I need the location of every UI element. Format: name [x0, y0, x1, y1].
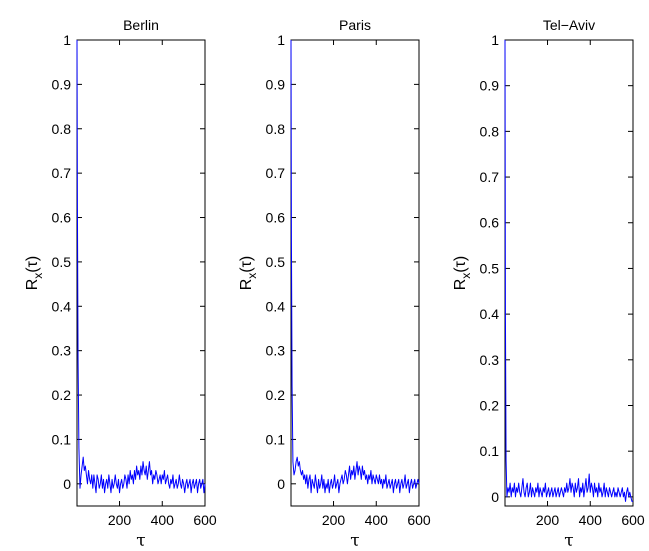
subplot-berlin: 0 0.1 0.2 0.3 0.4 0.5 0.6 0.7 0.8 0.9 1 200 400 600 Be…: [24, 17, 217, 551]
y-axis-label-tel-aviv: Rx(τ): [452, 256, 473, 291]
x-axis-label-berlin: τ: [136, 531, 145, 551]
y-tick-label-tel-aviv: 0.8: [480, 123, 500, 139]
y-axis-label-arg: (τ): [238, 256, 255, 273]
y-tick-label-tel-aviv: 0.4: [480, 306, 500, 322]
x-tick-label-tel-aviv: 600: [621, 512, 645, 528]
y-axis-label-sub: x: [459, 273, 473, 279]
chart-title-paris: Paris: [339, 17, 371, 33]
y-tick-label-paris: 0.4: [266, 298, 286, 314]
y-tick-label-paris: 1: [277, 32, 285, 48]
y-tick-label-berlin: 0.9: [52, 76, 72, 92]
y-tick-label-berlin: 0.8: [52, 121, 72, 137]
y-axis-label-sub: x: [245, 273, 259, 279]
y-tick-label-paris: 0.9: [266, 76, 286, 92]
chart-title-tel-aviv: Tel−Aviv: [543, 17, 595, 33]
y-tick-label-berlin: 0.1: [52, 431, 72, 447]
y-axis-label-sub: x: [31, 273, 45, 279]
y-tick-label-berlin: 0.3: [52, 343, 72, 359]
y-tick-label-tel-aviv: 0.6: [480, 215, 500, 231]
chart-title-berlin: Berlin: [123, 17, 159, 33]
y-axis-label-arg: (τ): [452, 256, 469, 273]
subplot-tel-aviv: 0 0.1 0.2 0.3 0.4 0.5 0.6 0.7 0.8 0.9 1 200 400 600 Te…: [452, 17, 645, 551]
y-tick-label-paris: 0.8: [266, 121, 286, 137]
y-tick-label-berlin: 0.4: [52, 298, 72, 314]
y-tick-label-berlin: 0: [63, 476, 71, 492]
axes-frame-berlin: [76, 39, 206, 507]
x-tick-label-tel-aviv: 400: [579, 512, 603, 528]
y-tick-label-paris: 0.2: [266, 387, 286, 403]
y-tick-label-paris: 0.3: [266, 343, 286, 359]
y-tick-label-berlin: 0.7: [52, 165, 72, 181]
x-tick-label-paris: 600: [407, 512, 431, 528]
y-tick-label-berlin: 0.5: [52, 254, 72, 270]
y-tick-label-berlin: 1: [63, 32, 71, 48]
subplot-paris: 0 0.1 0.2 0.3 0.4 0.5 0.6 0.7 0.8 0.9 1 200 400 600 Pa…: [238, 17, 431, 551]
y-axis-label-berlin: Rx(τ): [24, 256, 45, 291]
y-tick-label-tel-aviv: 0.7: [480, 169, 500, 185]
y-tick-label-berlin: 0.2: [52, 387, 72, 403]
y-tick-label-tel-aviv: 0.5: [480, 260, 500, 276]
y-tick-label-tel-aviv: 0.2: [480, 397, 500, 413]
y-tick-label-tel-aviv: 0.1: [480, 443, 500, 459]
x-tick-label-berlin: 200: [108, 512, 132, 528]
y-tick-label-berlin: 0.6: [52, 210, 72, 226]
x-axis-label-paris: τ: [350, 531, 359, 551]
y-tick-label-paris: 0: [277, 476, 285, 492]
x-tick-label-paris: 400: [365, 512, 389, 528]
y-axis-label-arg: (τ): [24, 256, 41, 273]
axes-frame-paris: [290, 39, 420, 507]
x-tick-label-berlin: 400: [151, 512, 175, 528]
y-tick-label-tel-aviv: 0.9: [480, 78, 500, 94]
x-axis-label-tel-aviv: τ: [564, 531, 573, 551]
x-tick-label-berlin: 600: [193, 512, 217, 528]
series-line-tel-aviv: [504, 39, 633, 502]
y-axis-label-base: R: [238, 279, 255, 291]
y-tick-label-paris: 0.7: [266, 165, 286, 181]
x-tick-label-paris: 200: [322, 512, 346, 528]
y-tick-label-tel-aviv: 0.3: [480, 352, 500, 368]
y-tick-label-paris: 0.5: [266, 254, 286, 270]
series-line-paris: [290, 39, 420, 494]
y-tick-label-paris: 0.6: [266, 210, 286, 226]
x-tick-label-tel-aviv: 200: [536, 512, 560, 528]
axes-frame-tel-aviv: [504, 39, 634, 507]
y-axis-label-paris: Rx(τ): [238, 256, 259, 291]
y-axis-label-base: R: [452, 279, 469, 291]
y-tick-label-tel-aviv: 0: [491, 489, 499, 505]
y-tick-label-paris: 0.1: [266, 431, 286, 447]
series-line-berlin: [76, 39, 206, 494]
y-tick-label-tel-aviv: 1: [491, 32, 499, 48]
y-axis-label-base: R: [24, 279, 41, 291]
